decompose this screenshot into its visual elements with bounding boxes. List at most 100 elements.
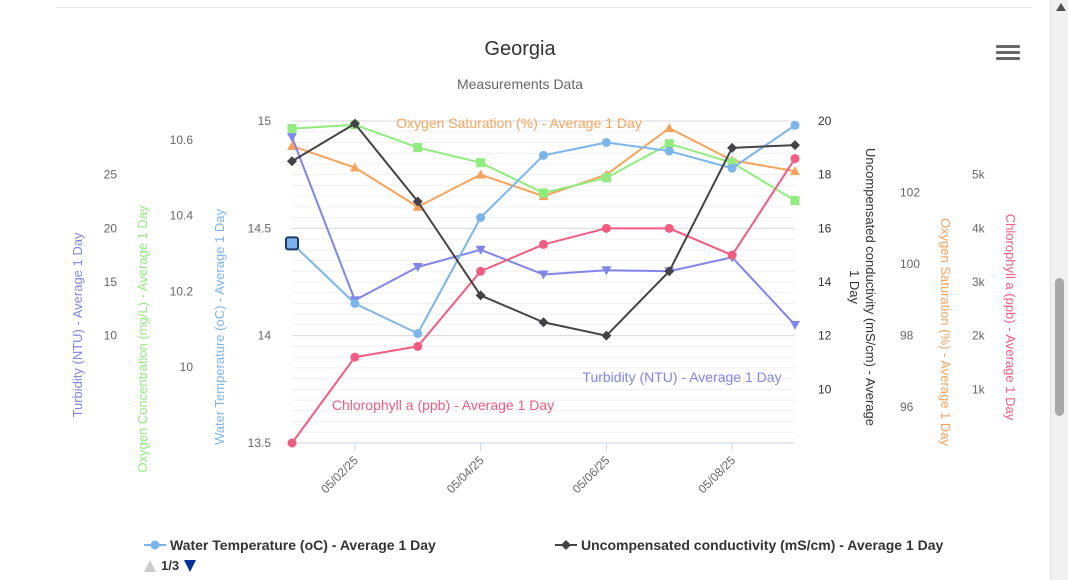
data-point-cond	[287, 156, 297, 167]
data-point-cond	[412, 196, 423, 207]
menu-bar	[996, 51, 1020, 54]
y-tick-label-temp: 14.5	[248, 221, 272, 235]
y-tick-label-oxs: 96	[900, 400, 914, 414]
y-tick-label-chl: 3k	[972, 275, 986, 289]
y-tick-label-chl: 4k	[972, 221, 986, 235]
y-tick-label-oxs: 100	[900, 257, 920, 271]
x-tick-label: 05/08/25	[695, 453, 738, 496]
data-point-oxs	[664, 123, 675, 133]
y-tick-label-chl: 5k	[972, 168, 986, 182]
y-tick-label-oxs: 102	[900, 186, 920, 200]
legend-item-label: Water Temperature (oC) - Average 1 Day	[170, 537, 436, 553]
y-tick-label-oxc: 10.6	[170, 133, 194, 147]
data-point-chl	[350, 352, 360, 362]
data-point-oxc	[287, 124, 297, 134]
y-tick-label-cond: 10	[818, 382, 832, 396]
data-point-chl	[287, 438, 297, 448]
data-point-chl	[476, 266, 486, 276]
y-axis-title-cond-line2: 1 Day	[847, 270, 862, 304]
circle-line-icon	[144, 540, 166, 550]
y-tick-label-oxc: 10	[180, 360, 194, 374]
data-point-temp	[413, 329, 423, 339]
y-tick-label-turb: 20	[104, 221, 118, 235]
hamburger-menu-icon[interactable]	[996, 45, 1020, 65]
y-tick-label-cond: 18	[818, 168, 832, 182]
data-point-temp	[727, 163, 737, 173]
data-point-oxc	[727, 158, 737, 168]
y-axis-title-cond: Uncompensated conductivity (mS/cm) - Ave…	[863, 148, 878, 426]
y-axis-title-oxs: Oxygen Saturation (%) - Average 1 Day	[938, 218, 953, 447]
data-point-oxs	[287, 141, 297, 151]
y-axis-title-turb: Turbidity (NTU) - Average 1 Day	[70, 232, 85, 417]
legend-item-label: Uncompensated conductivity (mS/cm) - Ave…	[581, 537, 944, 553]
data-point-cond	[664, 266, 675, 277]
data-point-cond	[475, 290, 486, 301]
data-point-oxc	[790, 196, 800, 206]
menu-bar	[996, 45, 1020, 48]
y-tick-label-turb: 10	[104, 329, 118, 343]
data-point-oxc	[664, 139, 674, 149]
data-point-oxc	[539, 188, 548, 198]
y-tick-label-temp: 13.5	[248, 436, 272, 450]
data-point-chl	[790, 154, 800, 164]
data-point-oxc	[413, 143, 423, 153]
y-axis-title-chl: Chlorophyll a (ppb) - Average 1 Day	[1003, 214, 1018, 421]
y-tick-label-chl: 2k	[972, 329, 986, 343]
data-point-chl	[664, 223, 674, 233]
legend-item-water-temperature[interactable]: Water Temperature (oC) - Average 1 Day	[144, 537, 436, 553]
legend-pager: 1/3	[144, 558, 197, 573]
y-tick-label-turb: 15	[104, 275, 118, 289]
data-point-oxs	[349, 162, 360, 172]
y-tick-label-chl: 1k	[972, 382, 986, 396]
data-point-chl	[727, 250, 737, 260]
top-divider	[56, 7, 1032, 8]
data-point-oxc	[476, 158, 486, 168]
data-point-turb	[412, 262, 423, 272]
data-point-turb	[287, 133, 297, 143]
data-point-chl	[539, 239, 548, 249]
y-tick-label-cond: 20	[818, 114, 832, 128]
data-point-chl	[601, 223, 611, 233]
chart-title: Georgia	[484, 38, 556, 60]
pager-up-arrow-icon[interactable]	[144, 559, 156, 572]
data-point-cond	[601, 330, 612, 341]
y-tick-label-oxc: 10.4	[170, 209, 194, 223]
data-point-cond	[349, 118, 360, 129]
data-point-turb	[601, 266, 612, 276]
data-point-temp	[539, 150, 548, 160]
data-point-oxc	[601, 173, 611, 183]
x-tick-label: 05/02/25	[318, 453, 361, 496]
data-point-chl	[413, 341, 423, 351]
series-annotation-label: Oxygen Saturation (%) - Average 1 Day	[396, 115, 642, 131]
series-annotation-label: Chlorophyll a (ppb) - Average 1 Day	[332, 397, 554, 413]
page-scrollbar[interactable]	[1050, 0, 1068, 580]
data-point-turb	[538, 270, 549, 280]
hovered-data-point	[285, 236, 299, 251]
data-point-cond	[727, 142, 738, 153]
data-point-turb	[790, 320, 800, 330]
chart-subtitle: Measurements Data	[456, 76, 584, 92]
series-annotation-label: Turbidity (NTU) - Average 1 Day	[582, 369, 781, 385]
y-axis-title-temp: Water Temperature (oC) - Average 1 Day	[212, 208, 227, 445]
y-tick-label-oxc: 10.2	[170, 284, 194, 298]
legend: Water Temperature (oC) - Average 1 Day U…	[0, 536, 1040, 580]
y-tick-label-temp: 14	[258, 329, 272, 343]
data-point-temp	[601, 137, 611, 147]
chart-plot: 05/02/25 05/04/25 05/06/25 05/08/25 10 15 20 25…	[70, 114, 1018, 496]
legend-item-conductivity[interactable]: Uncompensated conductivity (mS/cm) - Ave…	[555, 537, 943, 553]
scroll-up-arrow-icon[interactable]	[1056, 3, 1066, 11]
x-tick-label: 05/04/25	[444, 453, 487, 496]
y-tick-label-temp: 15	[258, 114, 272, 128]
pager-text: 1/3	[161, 558, 180, 573]
scroll-thumb[interactable]	[1055, 278, 1064, 416]
data-point-temp	[790, 120, 800, 130]
x-tick-label: 05/06/25	[570, 453, 613, 496]
y-tick-label-cond: 14	[818, 275, 832, 289]
pager-down-arrow-icon[interactable]	[184, 559, 197, 572]
data-point-temp	[664, 146, 674, 156]
data-point-temp	[350, 298, 360, 308]
y-tick-label-turb: 25	[104, 168, 118, 182]
y-tick-label-cond: 12	[818, 329, 832, 343]
data-point-cond	[790, 140, 800, 151]
y-axis-title-oxc: Oxygen Concentration (mg/L) - Average 1 …	[135, 205, 150, 473]
